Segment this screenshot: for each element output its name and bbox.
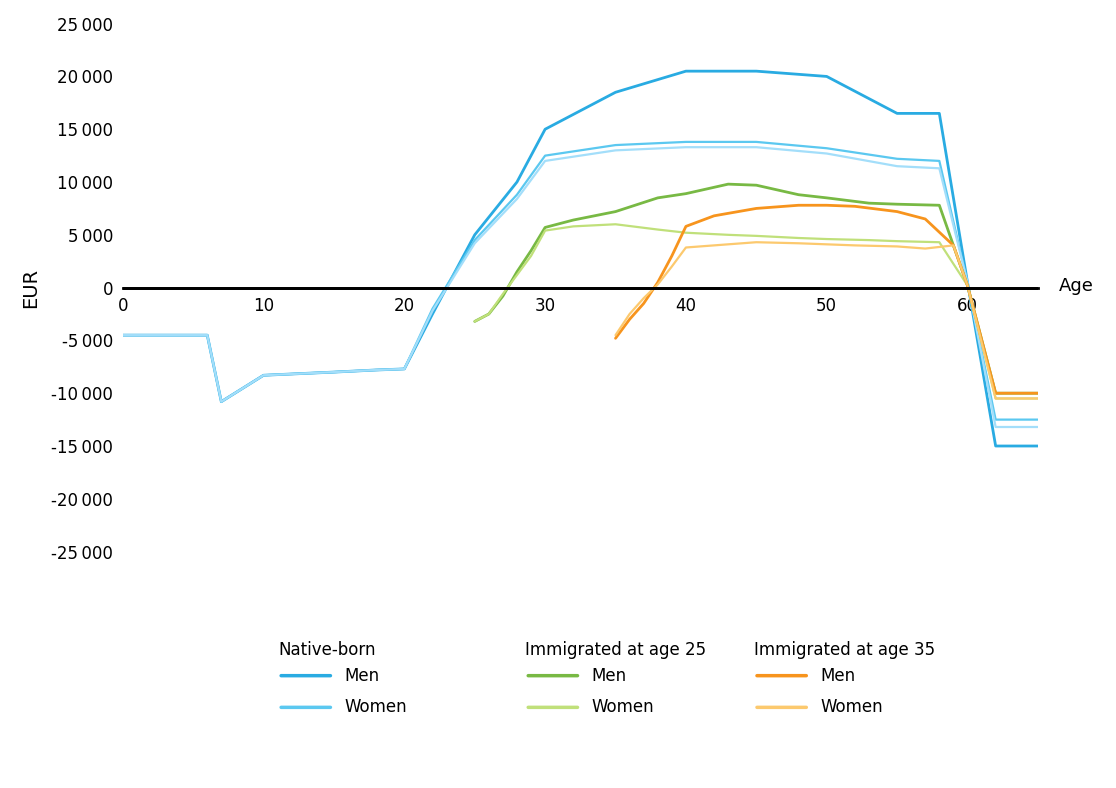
- Y-axis label: EUR: EUR: [21, 268, 40, 307]
- Text: Native-born: Native-born: [278, 641, 376, 660]
- Text: Women: Women: [344, 698, 407, 716]
- Text: Women: Women: [820, 698, 883, 716]
- Text: Women: Women: [591, 698, 654, 716]
- Text: Immigrated at age 25: Immigrated at age 25: [526, 641, 706, 660]
- Text: Men: Men: [820, 667, 855, 685]
- Text: Men: Men: [344, 667, 379, 685]
- Text: Immigrated at age 35: Immigrated at age 35: [754, 641, 935, 660]
- Text: Men: Men: [591, 667, 626, 685]
- Text: Age: Age: [1059, 277, 1094, 295]
